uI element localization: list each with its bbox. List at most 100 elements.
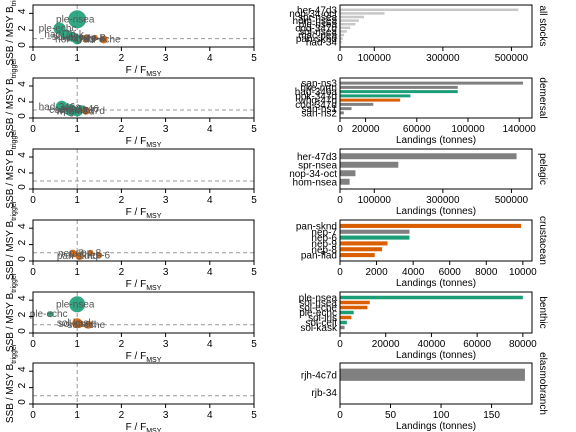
stock-label: san-ns1: [301, 104, 337, 115]
landings-bar: [340, 30, 347, 33]
stock-label: ple-echc: [299, 308, 337, 319]
stock-label: rjh-4c7d: [301, 370, 337, 381]
x-tick-label: 2: [119, 195, 125, 206]
kobe-point-label: her-47d3: [55, 34, 95, 45]
section-title: pelagic: [537, 153, 548, 185]
landings-bar: [340, 33, 345, 37]
x-tick-label: 60000: [403, 124, 431, 135]
x-tick-label: 3: [163, 53, 169, 64]
x-tick-label: 3: [163, 410, 169, 421]
y-tick-label: 4: [17, 295, 28, 301]
kobe-plot-frame: [32, 4, 255, 48]
kobe-point: [87, 249, 94, 256]
y-tick-label: 2: [17, 168, 28, 174]
x-tick-label: 40000: [418, 339, 446, 350]
section-title: crustacean: [537, 216, 548, 265]
x-tick-label: 1: [74, 124, 80, 135]
x-tick-label: 4: [207, 195, 213, 206]
stock-label: cod-347d: [295, 23, 337, 34]
x-axis-label: Landings (tonnes): [396, 350, 476, 361]
kobe-point: [84, 320, 93, 329]
landings-bar: [340, 26, 351, 30]
landings-bar: [340, 295, 523, 300]
y-axis-label: SSB / MSY Btrigger: [5, 58, 18, 138]
landings-bar: [340, 241, 388, 246]
landings-bar: [340, 229, 410, 234]
x-tick-label: 3: [163, 267, 169, 278]
landings-bar: [340, 300, 370, 305]
kobe-point-label: sol-eche: [67, 320, 105, 331]
landings-bar: [340, 15, 364, 19]
x-tick-label: 0: [30, 339, 36, 350]
x-tick-label: 0: [30, 124, 36, 135]
landings-bar: [340, 315, 352, 320]
kobe-point: [91, 34, 98, 41]
x-tick-label: 10000: [509, 267, 537, 278]
y-tick-label: 2: [17, 382, 28, 388]
stock-label: san-ns3: [301, 79, 337, 90]
stock-label: had-34: [306, 38, 338, 49]
kobe-plot-frame: [32, 362, 255, 405]
x-tick-label: 100000: [358, 53, 392, 64]
kobe-point-label: whg-7e-k: [62, 34, 105, 45]
landings-bar: [340, 368, 525, 381]
stock-label: san-ns2: [301, 108, 337, 119]
landings-bar: [340, 22, 356, 26]
landings-bar: [340, 85, 458, 89]
x-tick-label: 8000: [475, 267, 498, 278]
x-tick-label: 150: [483, 410, 500, 421]
kobe-point-label: nep-6: [85, 250, 111, 261]
x-tick-label: 5: [251, 339, 257, 350]
x-tick-label: 2000: [365, 267, 388, 278]
kobe-point-label: had-346a: [39, 102, 82, 113]
landings-bar: [340, 320, 347, 325]
stock-label: hke-nrtn: [300, 83, 337, 94]
landings-bar: [340, 111, 344, 115]
y-tick-label: 4: [17, 366, 28, 372]
x-tick-label: 100000: [358, 195, 392, 206]
stock-label: sol-nsea: [299, 27, 337, 38]
x-axis-label: Landings (tonnes): [396, 421, 476, 432]
x-tick-label: 3: [163, 195, 169, 206]
landings-bar: [340, 81, 524, 85]
landings-bar: [340, 40, 342, 44]
stock-label: sol-kask: [300, 323, 338, 334]
kobe-point: [47, 311, 54, 318]
kobe-point-label: pok-347d: [63, 106, 105, 117]
stock-label: nop-34-oct: [289, 169, 337, 180]
x-tick-label: 0: [337, 339, 343, 350]
stock-label: sol-eche: [299, 303, 337, 314]
kobe-panel: ple-nseaple-echchad-7b-ksol-nseawhg-7e-k…: [5, 0, 257, 78]
x-tick-label: 60000: [463, 339, 491, 350]
x-tick-label: 500000: [495, 195, 529, 206]
kobe-panel: ple-nseaple-echcsol-kasksol-nseasol-eche…: [5, 272, 257, 364]
stock-label: cod-347d: [295, 100, 337, 111]
stock-label: pan-sknd: [296, 221, 337, 232]
x-tick-label: 3: [163, 339, 169, 350]
x-tick-label: 0: [337, 410, 343, 421]
landings-bar: [340, 8, 519, 12]
stock-label: nop-34-oct: [289, 9, 337, 20]
stock-label: hom-nsea: [293, 177, 338, 188]
landings-bar: [340, 305, 368, 310]
landings-bar: [340, 223, 522, 228]
kobe-point-label: sai-3a46: [60, 104, 99, 115]
kobe-plot-frame: [32, 291, 255, 334]
landings-bar: [340, 98, 401, 102]
x-tick-label: 0: [30, 195, 36, 206]
kobe-point: [82, 106, 91, 115]
kobe-panel: 0 2 4 0 1 2 3 4 5 F / FMSY SSB / MSY Btrigger: [5, 129, 257, 220]
x-tick-label: 0: [30, 267, 36, 278]
stock-label: nep-9: [311, 239, 337, 250]
x-tick-label: 0: [337, 124, 343, 135]
stock-label: mac-nea: [298, 31, 337, 42]
landings-bar: [340, 310, 354, 315]
stock-label: nep-7: [311, 227, 337, 238]
stock-label: spr-nsea: [298, 13, 337, 24]
x-tick-label: 5: [251, 410, 257, 421]
landings-bar: [340, 247, 383, 252]
landings-plot-frame: [339, 219, 533, 262]
